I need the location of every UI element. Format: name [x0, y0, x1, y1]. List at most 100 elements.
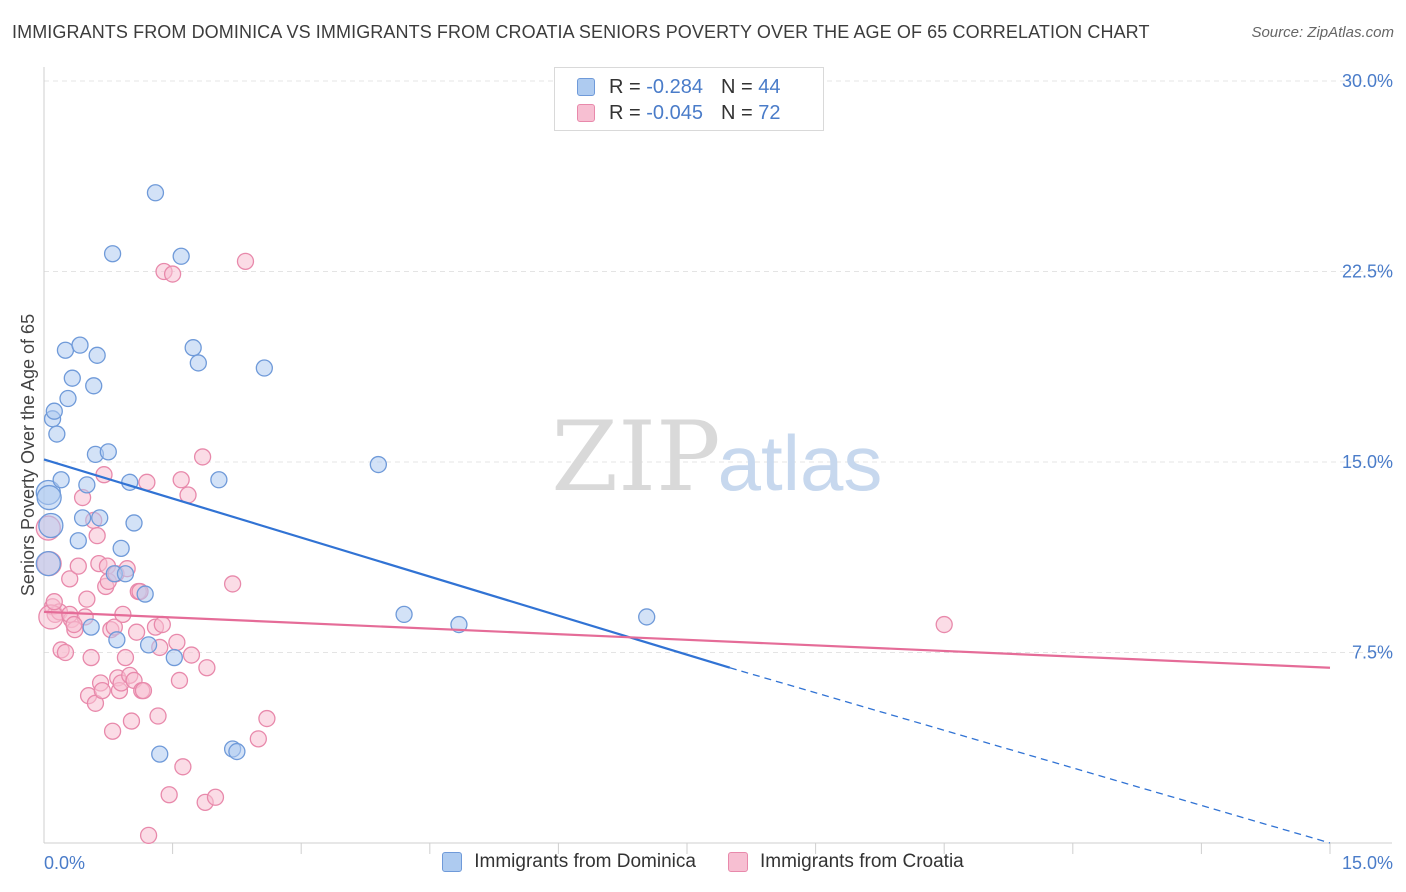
legend-label-croatia: Immigrants from Croatia — [759, 851, 964, 872]
croatia-point-62 — [206, 788, 225, 806]
dominica-point-17 — [91, 509, 109, 527]
croatia-point-52 — [163, 265, 182, 283]
croatia-point-37 — [122, 712, 141, 730]
watermark-zip: ZIP — [551, 401, 720, 513]
croatia-point-10 — [69, 557, 87, 575]
croatia-point-59 — [193, 448, 212, 466]
croatia-point-18 — [88, 527, 106, 545]
watermark-atlas: atlas — [718, 419, 883, 507]
croatia-trend-line — [43, 610, 1331, 669]
croatia-point-47 — [149, 707, 167, 725]
dominica-point-36 — [228, 742, 246, 761]
croatia-point-13 — [78, 590, 96, 608]
y-tick-label-3: 30.0% — [1342, 71, 1393, 91]
x-tick-label-0: 0.0% — [44, 853, 85, 873]
legend-swatch-dominica — [442, 852, 463, 872]
croatia-point-54 — [170, 671, 189, 690]
croatia-point-64 — [236, 252, 255, 270]
dominica-point-18 — [99, 443, 117, 461]
dominica-point-34 — [210, 471, 228, 489]
croatia-point-49 — [153, 615, 171, 634]
croatia-point-21 — [93, 681, 111, 700]
croatia-point-60 — [198, 659, 216, 677]
y-tick-label-2: 22.5% — [1342, 262, 1393, 282]
dominica-points — [35, 184, 656, 763]
dominica-point-25 — [125, 514, 143, 532]
legend-r-label: R = — [609, 101, 641, 124]
dominica-point-27 — [139, 636, 158, 654]
watermark: ZIP atlas — [551, 401, 882, 513]
dominica-point-32 — [184, 339, 202, 357]
legend-swatch-dominica — [577, 78, 595, 96]
croatia-point-58 — [182, 646, 201, 664]
axes — [43, 67, 1392, 854]
dominica-point-4 — [48, 425, 66, 443]
legend-r-value-croatia: -0.045 — [646, 101, 703, 124]
y-tick-label-1: 15.0% — [1342, 452, 1393, 472]
legend-item-dominica: Immigrants from Dominica — [442, 851, 696, 873]
dominica-point-1 — [36, 484, 62, 511]
dominica-point-26 — [136, 585, 154, 603]
croatia-point-43 — [134, 681, 153, 700]
croatia-point-45 — [139, 826, 158, 845]
dominica-point-30 — [165, 648, 183, 667]
legend-n-label: N = — [720, 75, 753, 98]
croatia-point-69 — [45, 593, 63, 611]
series-legend: Immigrants from Dominica Immigrants from… — [0, 851, 1406, 873]
legend-swatch-croatia — [577, 104, 595, 122]
dominica-point-28 — [151, 745, 169, 763]
dominica-point-31 — [172, 247, 190, 265]
croatia-point-34 — [116, 648, 135, 667]
dominica-point-29 — [146, 184, 165, 202]
correlation-legend: R = -0.284 N = 44 R = -0.045 N = 72 — [554, 67, 824, 131]
dominica-point-33 — [189, 354, 207, 372]
x-tick-label-1: 15.0% — [1342, 853, 1393, 873]
legend-n-value-croatia: 72 — [758, 101, 781, 124]
legend-n-label: N = — [720, 101, 753, 124]
chart-title: IMMIGRANTS FROM DOMINICA VS IMMIGRANTS F… — [12, 22, 1150, 42]
legend-item-croatia: Immigrants from Croatia — [727, 851, 964, 873]
croatia-point-53 — [168, 633, 186, 651]
legend-swatch-croatia — [727, 852, 748, 872]
dominica-point-37 — [255, 359, 273, 377]
dominica-trend-line — [43, 458, 731, 669]
croatia-point-27 — [103, 722, 122, 740]
croatia-point-55 — [172, 471, 190, 489]
source-credit: Source: ZipAtlas.com — [1251, 24, 1394, 41]
croatia-points — [35, 252, 953, 845]
grid-lines — [44, 80, 1392, 653]
dominica-point-22 — [112, 539, 130, 558]
legend-r-label: R = — [609, 75, 641, 98]
dominica-point-39 — [395, 605, 413, 624]
dominica-point-9 — [69, 532, 87, 550]
croatia-point-56 — [174, 758, 192, 776]
dominica-point-10 — [71, 336, 89, 354]
trend-lines — [43, 458, 1331, 844]
dominica-point-43 — [38, 512, 64, 539]
croatia-point-67 — [935, 615, 953, 634]
dominica-point-6 — [56, 341, 75, 359]
dominica-point-5 — [52, 471, 70, 489]
legend-label-dominica: Immigrants from Dominica — [474, 851, 696, 872]
croatia-point-66 — [258, 709, 276, 728]
croatia-point-6 — [56, 643, 75, 662]
croatia-point-65 — [249, 730, 267, 748]
legend-row-dominica: R = -0.284 N = 44 — [577, 73, 780, 101]
croatia-point-15 — [82, 648, 100, 667]
dominica-point-13 — [82, 618, 100, 636]
legend-r-value-dominica: -0.284 — [646, 75, 703, 98]
dominica-trend-extension — [729, 667, 1331, 844]
dominica-point-7 — [59, 389, 77, 408]
dominica-point-38 — [369, 455, 388, 474]
croatia-point-63 — [223, 575, 242, 593]
dominica-point-8 — [63, 369, 81, 387]
y-tick-label-0: 7.5% — [1352, 643, 1393, 663]
dominica-point-40 — [450, 615, 468, 634]
dominica-point-3 — [45, 402, 63, 420]
tick-labels: 7.5% 15.0% 22.5% 30.0% 0.0% 15.0% — [44, 71, 1393, 873]
legend-n-value-dominica: 44 — [758, 75, 781, 98]
dominica-point-41 — [638, 608, 656, 626]
croatia-point-71 — [65, 615, 83, 634]
legend-row-croatia: R = -0.045 N = 72 — [577, 99, 780, 127]
